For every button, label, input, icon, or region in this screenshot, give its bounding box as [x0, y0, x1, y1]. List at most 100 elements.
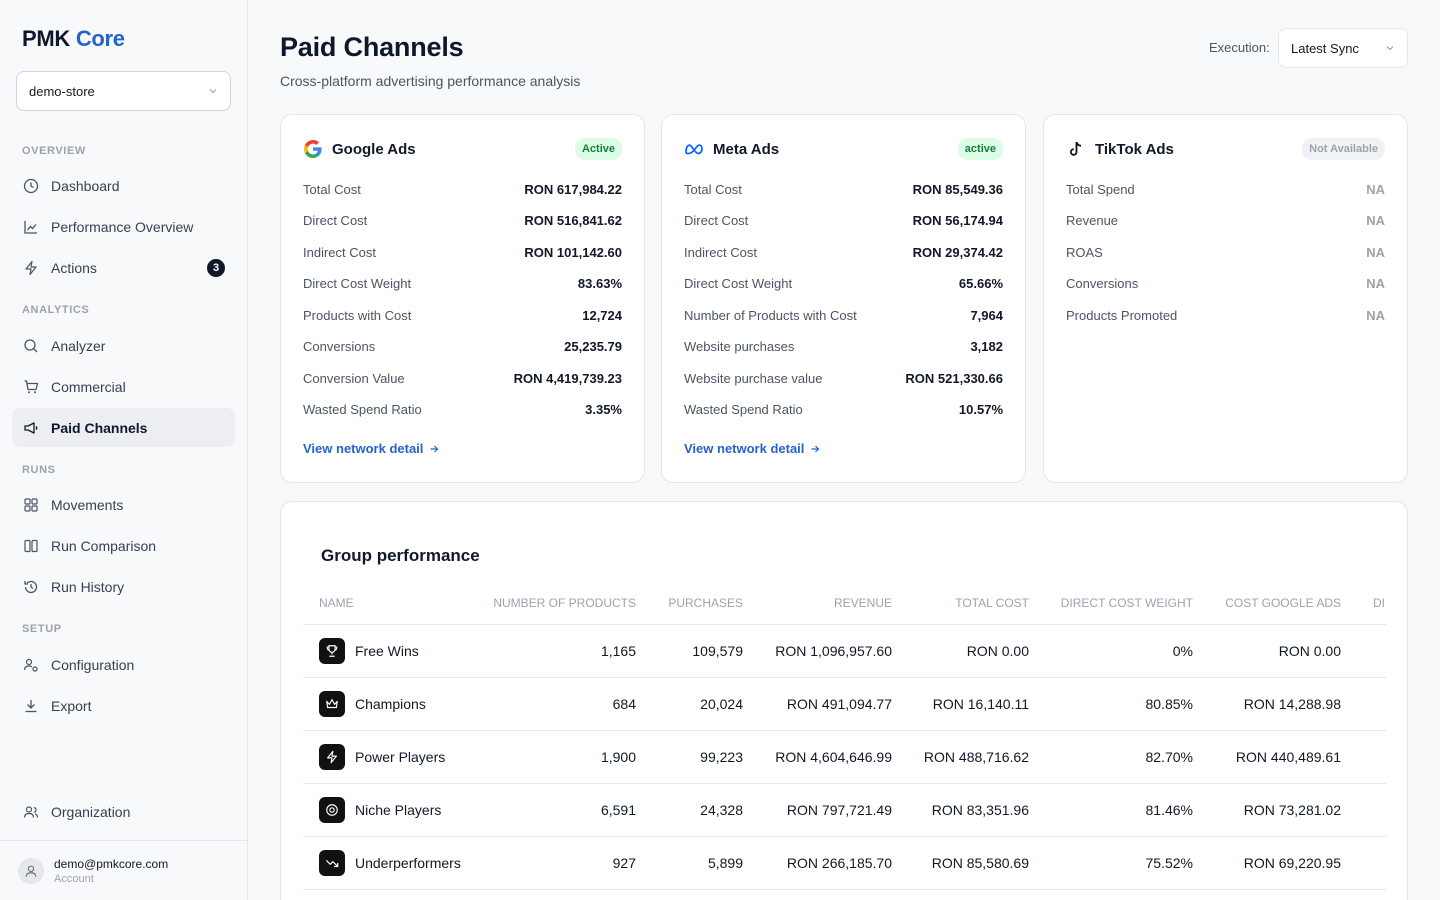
sidebar-item-run-comparison[interactable]: Run Comparison [12, 526, 235, 565]
metric-value: NA [1366, 307, 1385, 323]
metric-row: Total Cost RON 85,549.36 [684, 179, 1003, 199]
group-name: Niche Players [355, 801, 442, 818]
purchases-cell: 5,899 [636, 836, 743, 890]
metric-row: Total Spend NA [1066, 179, 1385, 199]
sidebar-item-commercial[interactable]: Commercial [12, 367, 235, 406]
sidebar-item-configuration[interactable]: Configuration [12, 645, 235, 684]
metric-value: 65.66% [958, 275, 1003, 291]
metric-label: Direct Cost Weight [684, 275, 793, 291]
meta-ads-card: Meta Ads active Total Cost RON 85,549.36 … [661, 114, 1026, 483]
sidebar-item-label: Actions [51, 259, 97, 276]
metric-row: Wasted Spend Ratio 10.57% [684, 399, 1003, 419]
metric-label: Indirect Cost [684, 244, 757, 260]
nav-section-runs: RUNS [22, 464, 56, 476]
column-header-direct-cost-weight[interactable]: DIRECT COST WEIGHT [1029, 582, 1193, 625]
metric-value: 12,724 [582, 307, 622, 323]
metric-row: Website purchases 3,182 [684, 336, 1003, 356]
sidebar-item-export[interactable]: Export [12, 686, 235, 725]
metric-value: 10.57% [958, 401, 1003, 417]
truncated-cell [1341, 624, 1386, 678]
status-badge: active [957, 138, 1003, 160]
group-name: Power Players [355, 748, 446, 765]
table-row[interactable]: Free Wins 1,165 109,579 RON 1,096,957.60… [303, 624, 1386, 678]
column-header-cost-google-ads[interactable]: COST GOOGLE ADS [1193, 582, 1341, 625]
metric-row: Website purchase value RON 521,330.66 [684, 368, 1003, 388]
metric-row: Revenue NA [1066, 210, 1385, 230]
metric-value: RON 617,984.22 [524, 181, 622, 197]
sidebar-item-organization[interactable]: Organization [12, 792, 235, 831]
view-network-detail-link[interactable]: View network detail [303, 441, 439, 456]
products-cell: 684 [478, 677, 636, 731]
arrow-right-icon [429, 444, 439, 454]
table-row[interactable]: Champions 684 20,024 RON 491,094.77 RON … [303, 677, 1386, 731]
metric-value: 83.63% [577, 275, 622, 291]
sidebar-item-paid-channels[interactable]: Paid Channels [12, 408, 235, 447]
sidebar-item-label: Run History [51, 578, 125, 595]
metric-label: Conversions [1066, 275, 1139, 291]
sidebar: PMK Core demo-store OVERVIEW Dashboard P… [0, 0, 248, 900]
metric-label: Website purchase value [684, 370, 823, 386]
history-icon [22, 578, 40, 596]
team-icon [22, 803, 40, 821]
table-scroll-container[interactable]: NAME NUMBER OF PRODUCTS PURCHASES REVENU… [303, 582, 1386, 890]
sidebar-item-performance-overview[interactable]: Performance Overview [12, 207, 235, 246]
column-header-purchases[interactable]: PURCHASES [636, 582, 743, 625]
cost-google-ads-cell: RON 0.00 [1193, 624, 1341, 678]
products-cell: 6,591 [478, 783, 636, 837]
crown-icon [319, 690, 345, 717]
metric-row: Number of Products with Cost 7,964 [684, 305, 1003, 325]
total-cost-cell: RON 85,580.69 [892, 836, 1029, 890]
table-row[interactable]: Underperformers 927 5,899 RON 266,185.70… [303, 836, 1386, 890]
view-network-detail-link[interactable]: View network detail [684, 441, 820, 456]
card-title: Meta Ads [713, 140, 780, 158]
group-name-cell: Free Wins [303, 624, 478, 678]
sidebar-item-label: Commercial [51, 378, 126, 395]
trophy-icon [319, 637, 345, 664]
metric-row: ROAS NA [1066, 242, 1385, 262]
metric-label: Products with Cost [303, 307, 412, 323]
metric-label: Number of Products with Cost [684, 307, 857, 323]
column-header-name[interactable]: NAME [303, 582, 478, 625]
sidebar-item-dashboard[interactable]: Dashboard [12, 166, 235, 205]
metric-label: Conversions [303, 338, 376, 354]
column-header-total-cost[interactable]: TOTAL COST [892, 582, 1029, 625]
meta-logo-icon [684, 139, 704, 159]
sidebar-item-actions[interactable]: Actions 3 [12, 248, 235, 287]
sidebar-item-run-history[interactable]: Run History [12, 567, 235, 606]
metric-value: NA [1366, 212, 1385, 228]
metric-row: Direct Cost RON 516,841.62 [303, 210, 622, 230]
sidebar-item-analyzer[interactable]: Analyzer [12, 326, 235, 365]
column-header-products[interactable]: NUMBER OF PRODUCTS [478, 582, 636, 625]
metric-value: RON 56,174.94 [912, 212, 1003, 228]
account-menu[interactable]: demo@pmkcore.com Account [0, 840, 247, 900]
purchases-cell: 99,223 [636, 730, 743, 784]
direct-cost-weight-cell: 75.52% [1029, 836, 1193, 890]
brand-logo[interactable]: PMK Core [22, 26, 125, 52]
nav-section-analytics: ANALYTICS [22, 304, 90, 316]
store-select[interactable]: demo-store [16, 71, 231, 111]
table-row[interactable]: Niche Players 6,591 24,328 RON 797,721.4… [303, 783, 1386, 837]
columns-icon [22, 537, 40, 555]
column-header-revenue[interactable]: REVENUE [743, 582, 892, 625]
direct-cost-weight-cell: 81.46% [1029, 783, 1193, 837]
metric-label: Direct Cost [684, 212, 749, 228]
cost-google-ads-cell: RON 440,489.61 [1193, 730, 1341, 784]
sidebar-item-movements[interactable]: Movements [12, 485, 235, 524]
truncated-cell [1341, 677, 1386, 731]
revenue-cell: RON 266,185.70 [743, 836, 892, 890]
metric-row: Indirect Cost RON 101,142.60 [303, 242, 622, 262]
purchases-cell: 24,328 [636, 783, 743, 837]
account-email: demo@pmkcore.com [54, 856, 169, 871]
tiktok-ads-card: TikTok Ads Not Available Total Spend NA R… [1043, 114, 1408, 483]
column-header-truncated[interactable]: DI [1341, 582, 1386, 625]
metric-value: 7,964 [970, 307, 1003, 323]
sidebar-item-label: Organization [51, 803, 131, 820]
revenue-cell: RON 797,721.49 [743, 783, 892, 837]
sidebar-item-label: Run Comparison [51, 537, 157, 554]
execution-select[interactable]: Latest Sync [1278, 28, 1408, 68]
metric-label: Direct Cost [303, 212, 368, 228]
avatar [18, 857, 44, 884]
total-cost-cell: RON 488,716.62 [892, 730, 1029, 784]
table-row[interactable]: Power Players 1,900 99,223 RON 4,604,646… [303, 730, 1386, 784]
line-chart-icon [22, 218, 40, 236]
